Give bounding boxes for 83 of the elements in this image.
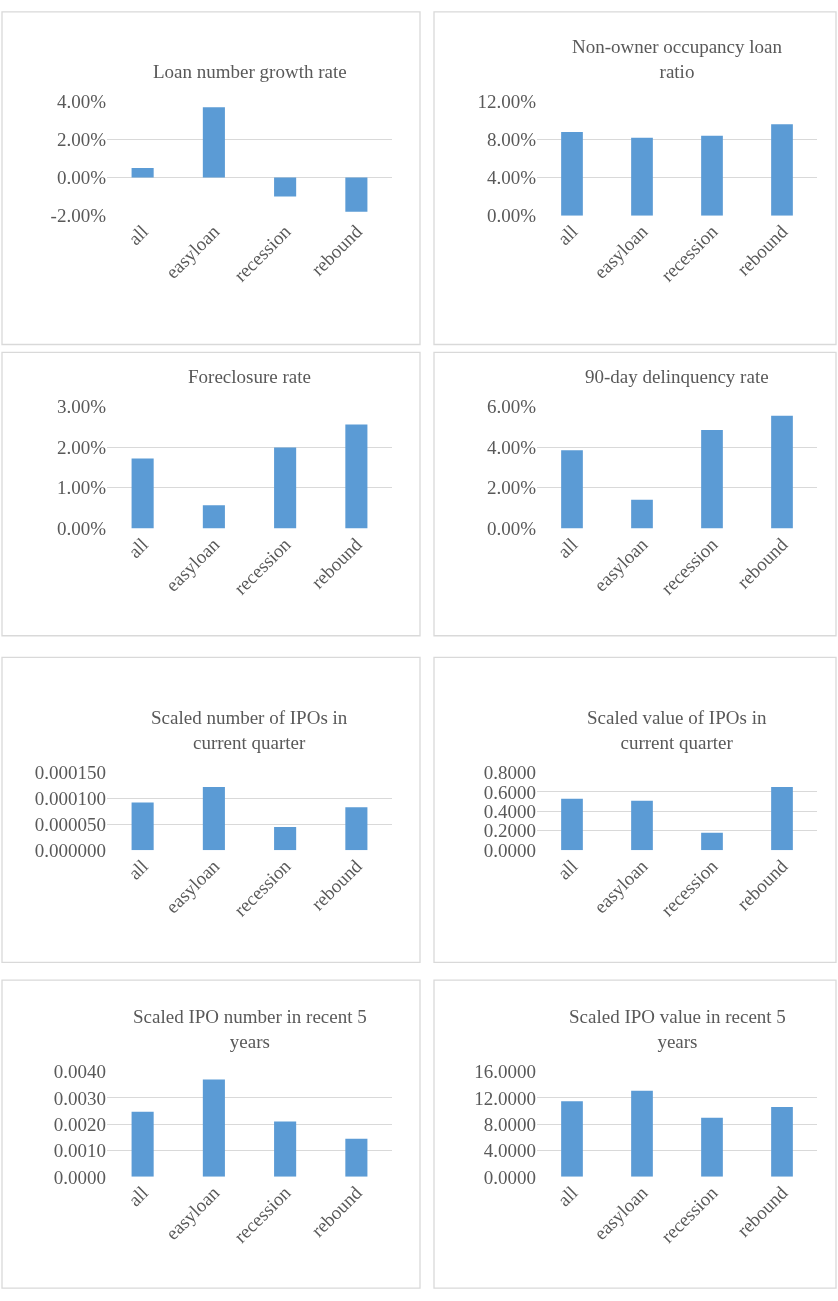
y-tick-label: 2.00%: [56, 129, 107, 151]
y-tick-label: 0.0030: [53, 1087, 106, 1109]
y-tick-label: 0.0000: [483, 1166, 536, 1188]
bar: [345, 424, 368, 529]
y-tick-label: 4.00%: [486, 436, 537, 458]
y-tick-label: 0.000000: [34, 839, 106, 861]
y-tick-label: 1.00%: [56, 477, 107, 499]
bar: [701, 1117, 723, 1177]
bar: [202, 1079, 225, 1177]
bar: [202, 505, 225, 529]
y-tick-label: 0.8000: [483, 762, 536, 784]
y-tick-label: 0.0000: [53, 1166, 106, 1188]
bar: [274, 1121, 297, 1177]
bar: [131, 802, 154, 851]
bar: [561, 798, 583, 851]
chart-title: 90-day delinquency rate: [585, 366, 769, 387]
y-tick-label: -2.00%: [50, 205, 107, 227]
bar: [131, 458, 154, 529]
bar: [771, 415, 793, 529]
bar: [274, 826, 297, 851]
y-tick-label: 0.00%: [56, 518, 107, 540]
x-tick-label: all: [123, 855, 153, 884]
y-tick-label: 4.0000: [483, 1140, 536, 1162]
bar: [561, 131, 583, 216]
bar: [131, 168, 154, 178]
y-tick-label: 0.00%: [56, 167, 107, 189]
chart-title: Scaled IPO value in recent 5 years: [569, 1006, 786, 1052]
chart-title: Scaled value of IPOs in current quarter: [587, 707, 767, 753]
bar: [771, 1107, 793, 1177]
bar: [701, 135, 723, 216]
y-tick-label: 0.000150: [34, 762, 106, 784]
bar: [131, 1111, 154, 1177]
bar: [631, 1090, 653, 1177]
chart-title: Loan number growth rate: [153, 61, 347, 82]
y-tick-label: 2.00%: [56, 436, 107, 458]
bar: [561, 1101, 583, 1177]
y-tick-label: 0.000050: [34, 813, 106, 835]
chart-title: Scaled IPO number in recent 5 years: [133, 1006, 367, 1052]
y-tick-label: 0.00%: [486, 518, 537, 540]
bar: [202, 107, 225, 178]
y-tick-label: 12.0000: [474, 1087, 536, 1109]
bar: [701, 832, 723, 851]
y-tick-label: 0.0020: [53, 1113, 106, 1135]
y-tick-label: 0.0010: [53, 1140, 106, 1162]
y-tick-label: 8.0000: [483, 1113, 536, 1135]
bar: [631, 800, 653, 851]
y-tick-label: 2.00%: [486, 477, 537, 499]
y-tick-label: 3.00%: [56, 396, 107, 418]
y-tick-label: 0.6000: [483, 781, 536, 803]
chart-title: Foreclosure rate: [188, 366, 311, 387]
bar: [561, 450, 583, 529]
bar: [274, 447, 297, 529]
y-tick-label: 0.0040: [53, 1061, 106, 1083]
x-tick-label: all: [123, 1182, 153, 1211]
x-tick-label: all: [553, 533, 582, 562]
bar: [345, 807, 368, 851]
y-tick-label: 12.00%: [477, 91, 537, 113]
bar: [345, 177, 368, 212]
y-tick-label: 16.0000: [474, 1061, 536, 1083]
x-tick-label: all: [553, 1182, 582, 1211]
y-tick-label: 4.00%: [486, 167, 537, 189]
y-tick-label: 0.000100: [34, 788, 106, 810]
bar: [771, 124, 793, 216]
bar: [274, 177, 297, 197]
x-tick-label: all: [553, 220, 582, 250]
x-tick-label: all: [123, 220, 153, 250]
bar: [771, 787, 793, 851]
bar: [631, 499, 653, 529]
y-tick-label: 4.00%: [56, 91, 107, 113]
bar: [701, 429, 723, 529]
x-tick-label: all: [553, 855, 582, 884]
y-tick-label: 0.2000: [483, 820, 536, 842]
y-tick-label: 8.00%: [486, 129, 537, 151]
bar: [202, 787, 225, 851]
y-tick-label: 6.00%: [486, 396, 537, 418]
x-tick-label: all: [123, 533, 153, 562]
chart-title: Scaled number of IPOs in current quarter: [151, 707, 348, 753]
y-tick-label: 0.4000: [483, 801, 536, 822]
y-tick-label: 0.0000: [483, 839, 536, 861]
bar: [631, 137, 653, 216]
chart-title: Non-owner occupancy loan ratio: [572, 36, 783, 82]
bar: [345, 1138, 368, 1177]
y-tick-label: 0.00%: [486, 205, 537, 227]
